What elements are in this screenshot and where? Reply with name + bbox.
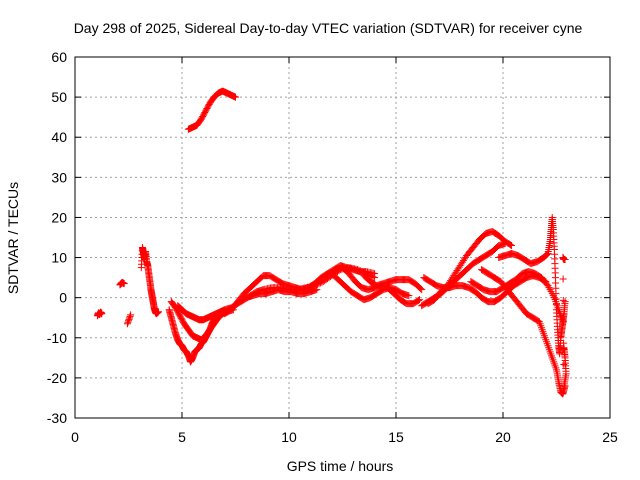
x-tick-label: 0 [71,429,79,445]
series-seg-j [242,286,321,302]
series-seg-m [360,272,426,294]
series-seg-r [478,266,569,398]
data-point [508,242,516,250]
data-point [559,296,567,304]
data-point [506,241,514,249]
data-point [123,320,131,328]
series-seg-t [559,254,570,390]
y-tick-label: 50 [51,89,67,105]
y-tick-label: -20 [47,370,67,386]
data-point [559,275,567,283]
series-seg-d [137,244,162,318]
data-point [561,256,569,264]
data-point [559,318,567,326]
x-tick-label: 15 [388,429,404,445]
y-tick-label: 60 [51,49,67,65]
data-point [127,311,135,319]
data-point [501,240,509,248]
data-point [561,298,569,306]
series-seg-l [339,264,424,308]
plot-frame [74,56,611,419]
chart-title: Day 298 of 2025, Sidereal Day-to-day VTE… [74,20,583,36]
series-seg-b [116,278,128,289]
y-tick-label: -10 [47,330,67,346]
y-tick-label: 0 [59,290,67,306]
x-tick-label: 5 [178,429,186,445]
data-points [93,87,570,398]
data-point [543,251,551,259]
data-point [124,318,132,326]
y-tick-label: -30 [47,410,67,426]
x-tick-label: 25 [602,429,618,445]
data-point [371,270,379,278]
data-point [560,339,568,347]
y-axis-label: SDTVAR / TECUs [5,182,21,294]
data-point [560,382,568,390]
axis-ticks: 0 5 10 15 20 25 -30 -20 -10 0 10 20 30 40 50 60 [47,49,618,445]
data-point [414,296,422,304]
series-seg-h [184,87,239,133]
data-point [405,292,413,300]
x-tick-label: 20 [495,429,511,445]
data-point [98,310,106,318]
series-seg-a [93,308,106,320]
data-point [232,93,239,101]
y-tick-label: 40 [51,129,67,145]
data-point [125,315,133,323]
data-point [560,361,568,369]
series-seg-s [495,213,569,358]
data-point [313,286,321,294]
data-point [416,296,424,304]
series-seg-c [123,311,135,328]
data-point [125,317,132,325]
x-axis-label: GPS time / hours [287,458,394,474]
data-point [418,286,426,294]
data-point [417,285,425,293]
series-seg-p [418,240,509,310]
y-tick-label: 20 [51,209,67,225]
data-point [120,280,128,288]
y-tick-label: 30 [51,169,67,185]
y-tick-label: 10 [51,250,67,266]
x-tick-label: 10 [281,429,297,445]
data-point [126,314,134,322]
data-point [154,308,162,316]
data-point [126,312,134,320]
